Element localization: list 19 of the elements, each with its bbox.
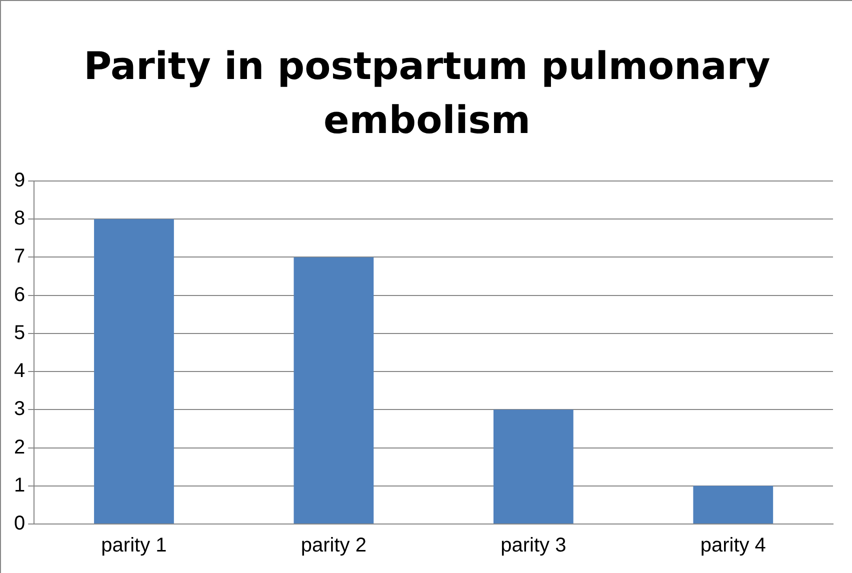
y-tick-label: 2	[14, 436, 26, 458]
x-tick-label: parity 4	[700, 534, 766, 557]
x-tick-label: parity 3	[500, 534, 566, 557]
y-tick-label: 0	[14, 512, 26, 535]
y-tick-label: 3	[14, 398, 26, 420]
bar	[493, 410, 574, 524]
x-tick-label: parity 1	[101, 534, 167, 557]
bar	[94, 219, 174, 524]
y-tick-label: 1	[14, 474, 26, 496]
y-tick-label: 6	[14, 284, 26, 306]
y-tick-label: 7	[14, 246, 26, 268]
bar	[294, 257, 374, 524]
x-tick-label: parity 2	[300, 534, 366, 557]
y-tick-label: 5	[14, 322, 26, 344]
y-tick-label: 4	[14, 360, 26, 382]
y-tick-label: 8	[14, 208, 26, 230]
chart-title: Parity in postpartum pulmonary embolism	[82, 43, 772, 144]
y-tick-label: 9	[14, 170, 26, 192]
bar	[693, 486, 774, 524]
